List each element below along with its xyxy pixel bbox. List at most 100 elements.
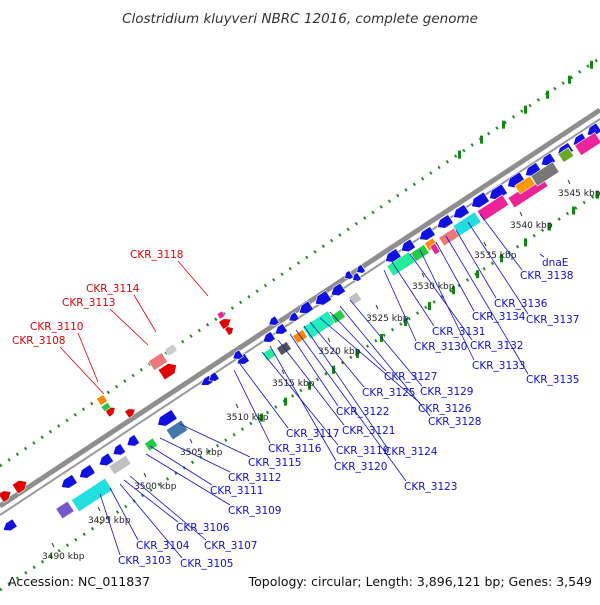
gene-label[interactable]: CKR_3128 (428, 416, 481, 428)
gene-label[interactable]: CKR_3131 (432, 326, 485, 338)
gene-label[interactable]: CKR_3132 (470, 340, 523, 352)
tick-mark (281, 369, 285, 375)
gene-label[interactable]: CKR_3120 (334, 461, 387, 473)
gene-label[interactable]: CKR_3133 (472, 360, 525, 372)
gene-label[interactable]: CKR_3125 (362, 387, 415, 399)
gene-features (0, 122, 600, 532)
feature-block (276, 341, 292, 356)
leader-line (59, 346, 105, 395)
gene-arrow (384, 248, 402, 263)
kbp-tick-label: 3535 kbp (474, 251, 517, 261)
gene-label[interactable]: CKR_3104 (136, 540, 190, 552)
gc-mark (476, 270, 479, 279)
gene-label[interactable]: CKR_3108 (12, 335, 65, 347)
leader-line (539, 253, 545, 258)
gene-label[interactable]: CKR_3127 (384, 371, 437, 383)
feature-block (216, 310, 226, 320)
tick-mark (143, 472, 147, 478)
leader-line (295, 329, 407, 482)
gene-label[interactable]: CKR_3138 (520, 270, 573, 282)
leader-line (479, 213, 523, 271)
gene-label[interactable]: CKR_3114 (86, 283, 140, 295)
leader-line (349, 299, 423, 387)
leader-line (383, 269, 417, 342)
gene-arrow (274, 323, 288, 335)
gene-label[interactable]: CKR_3121 (342, 425, 395, 437)
gene-label[interactable]: CKR_3113 (62, 297, 115, 309)
leader-line (159, 437, 231, 473)
feature-block (574, 132, 600, 156)
gene-arrow (452, 204, 470, 219)
gene-label[interactable]: CKR_3122 (336, 406, 389, 418)
feature-block (452, 211, 482, 237)
leader-line (435, 241, 475, 312)
feature-block (108, 454, 132, 476)
gene-label[interactable]: dnaE (542, 257, 568, 269)
gene-label[interactable]: CKR_3126 (418, 403, 472, 415)
feature-block (330, 309, 346, 324)
gene-label[interactable]: CKR_3135 (526, 374, 579, 386)
gene-label[interactable]: CKR_3124 (384, 446, 438, 458)
feature-block (347, 291, 363, 306)
leader-line (133, 294, 157, 333)
gene-arrow (232, 349, 244, 360)
gene-arrow (400, 238, 417, 253)
outer-dotted-track (0, 56, 600, 468)
feature-block (410, 244, 430, 262)
gene-label[interactable]: CKR_3117 (286, 428, 339, 440)
gene-label[interactable]: CKR_3136 (494, 298, 548, 310)
gene-label[interactable]: CKR_3112 (228, 472, 281, 484)
tick-mark (421, 272, 425, 278)
gene-label[interactable]: CKR_3111 (210, 485, 263, 497)
leader-line (277, 339, 345, 426)
leader-line (455, 229, 497, 299)
leader-line (129, 475, 207, 541)
gene-label[interactable]: CKR_3116 (268, 443, 322, 455)
gene-label[interactable]: CKR_3106 (176, 522, 230, 534)
gene-label[interactable]: CKR_3123 (404, 481, 457, 493)
gc-mark (590, 60, 593, 69)
leader-line (109, 487, 139, 541)
gene-label[interactable]: CKR_3130 (414, 341, 467, 353)
gc-mark (480, 135, 483, 144)
gene-label[interactable]: CKR_3105 (180, 558, 233, 570)
gene-label[interactable]: CKR_3115 (248, 457, 301, 469)
gene-arrow (268, 315, 280, 326)
gene-label[interactable]: CKR_3110 (30, 321, 83, 333)
gene-arrow (471, 191, 490, 209)
gene-label[interactable]: CKR_3109 (228, 505, 281, 517)
gene-arrow (126, 434, 141, 447)
gene-label[interactable]: CKR_3119 (336, 445, 389, 457)
gc-mark (596, 190, 599, 199)
gene-label[interactable]: CKR_3129 (420, 386, 473, 398)
gc-skew-marks (260, 60, 599, 422)
label-leaders (59, 213, 545, 559)
gene-label[interactable]: CKR_3103 (118, 555, 171, 567)
gene-label[interactable]: CKR_3118 (130, 249, 183, 261)
genome-backbone (0, 107, 600, 509)
gene-arrow (208, 371, 220, 382)
kbp-tick-label: 3490 kbp (42, 552, 85, 562)
gene-label[interactable]: CKR_3107 (204, 540, 257, 552)
gc-mark (548, 222, 551, 231)
gc-mark (452, 286, 455, 295)
feature-block (55, 500, 75, 520)
gc-mark (308, 381, 311, 390)
feature-block (70, 477, 114, 513)
gc-mark (356, 349, 359, 358)
gene-label[interactable]: CKR_3137 (526, 314, 579, 326)
gene-label[interactable]: CKR_3134 (472, 311, 526, 323)
kbp-ticks: 3490 kbp 3495 kbp 3500 kbp 3505 kbp 3510 kbp… (42, 179, 600, 562)
tick-mark (189, 438, 193, 444)
tick-mark (235, 403, 239, 409)
leader-line (149, 445, 213, 486)
feature-block (514, 175, 536, 195)
tick-mark (375, 304, 379, 310)
gc-mark (546, 90, 549, 99)
feature-block (302, 310, 336, 340)
gene-labels: CKR_3118 CKR_3114 CKR_3113 CKR_3110 CKR_3108… (12, 249, 579, 570)
leader-line (239, 363, 289, 429)
gc-mark (524, 238, 527, 247)
gene-arrow (11, 480, 28, 495)
